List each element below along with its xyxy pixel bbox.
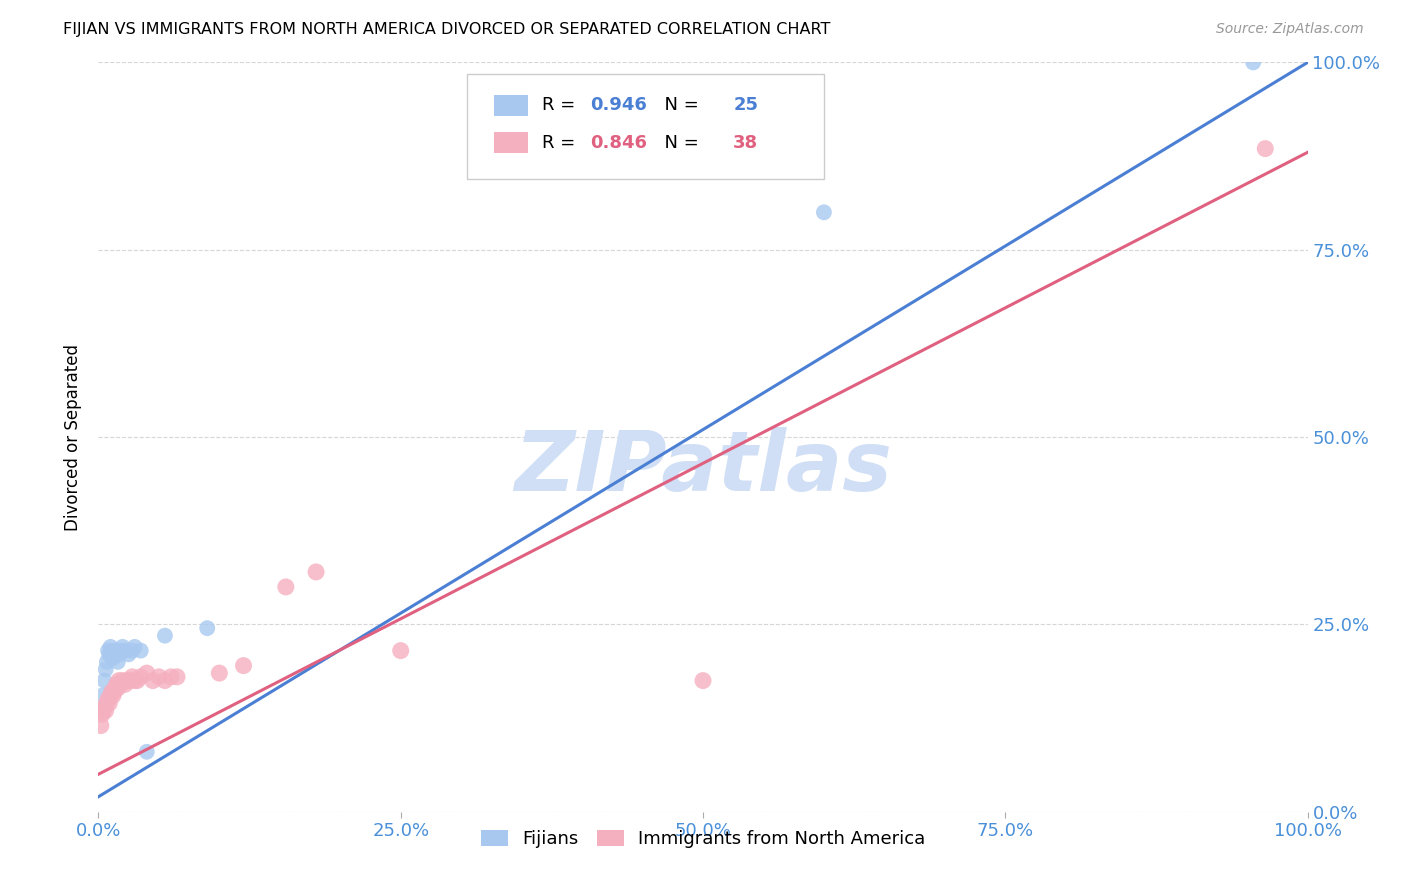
Text: 0.946: 0.946 <box>591 96 647 114</box>
Point <box>108 677 131 691</box>
FancyBboxPatch shape <box>494 132 527 153</box>
Point <box>100 689 122 703</box>
Point <box>195 621 218 635</box>
Point <box>111 640 134 654</box>
Point <box>232 658 254 673</box>
Point <box>97 643 120 657</box>
Point <box>111 673 134 688</box>
Point <box>100 640 122 654</box>
Point <box>1241 55 1264 70</box>
Point <box>94 662 117 676</box>
Point <box>91 707 114 722</box>
Point <box>142 673 165 688</box>
Point <box>108 643 131 657</box>
Point <box>101 689 124 703</box>
Point <box>121 643 143 657</box>
Point <box>94 704 117 718</box>
Point <box>389 643 412 657</box>
Point <box>91 704 114 718</box>
Text: Source: ZipAtlas.com: Source: ZipAtlas.com <box>1216 22 1364 37</box>
Point <box>100 643 122 657</box>
Point <box>90 718 112 732</box>
Point <box>124 640 146 654</box>
FancyBboxPatch shape <box>467 74 824 178</box>
Point <box>305 565 328 579</box>
Point <box>124 673 146 688</box>
Y-axis label: Divorced or Separated: Divorced or Separated <box>65 343 83 531</box>
Point <box>91 689 114 703</box>
Legend: Fijians, Immigrants from North America: Fijians, Immigrants from North America <box>474 822 932 855</box>
Point <box>692 673 714 688</box>
Text: N =: N = <box>654 96 704 114</box>
Text: 38: 38 <box>734 134 758 152</box>
Text: N =: N = <box>654 134 704 152</box>
Point <box>114 643 136 657</box>
Point <box>100 685 122 699</box>
Point <box>108 648 131 662</box>
Point <box>135 666 157 681</box>
Point <box>118 673 141 688</box>
Point <box>208 666 231 681</box>
Point <box>105 643 128 657</box>
Point <box>101 651 124 665</box>
Point <box>117 673 139 688</box>
Point <box>93 699 115 714</box>
Point <box>148 670 170 684</box>
Text: R =: R = <box>543 134 581 152</box>
Point <box>97 692 120 706</box>
Point <box>107 681 129 695</box>
Point <box>107 655 129 669</box>
Point <box>160 670 183 684</box>
Point <box>813 205 835 219</box>
Point <box>108 673 131 688</box>
Point <box>166 670 188 684</box>
Point <box>274 580 297 594</box>
Point <box>153 629 176 643</box>
Point <box>96 655 118 669</box>
FancyBboxPatch shape <box>494 95 527 116</box>
Point <box>153 673 176 688</box>
Point <box>105 677 128 691</box>
Point <box>1254 142 1277 156</box>
Point <box>135 745 157 759</box>
Point <box>93 673 115 688</box>
Point <box>103 648 125 662</box>
Text: FIJIAN VS IMMIGRANTS FROM NORTH AMERICA DIVORCED OR SEPARATED CORRELATION CHART: FIJIAN VS IMMIGRANTS FROM NORTH AMERICA … <box>63 22 831 37</box>
Point <box>118 648 141 662</box>
Point <box>98 648 121 662</box>
Point <box>129 643 152 657</box>
Text: R =: R = <box>543 96 581 114</box>
Point <box>121 670 143 684</box>
Text: 0.846: 0.846 <box>591 134 648 152</box>
Point <box>96 696 118 710</box>
Point <box>98 696 121 710</box>
Point <box>129 670 152 684</box>
Point <box>127 673 149 688</box>
Point <box>104 681 127 695</box>
Point <box>103 685 125 699</box>
Point <box>114 677 136 691</box>
Text: 25: 25 <box>734 96 758 114</box>
Text: ZIPatlas: ZIPatlas <box>515 426 891 508</box>
